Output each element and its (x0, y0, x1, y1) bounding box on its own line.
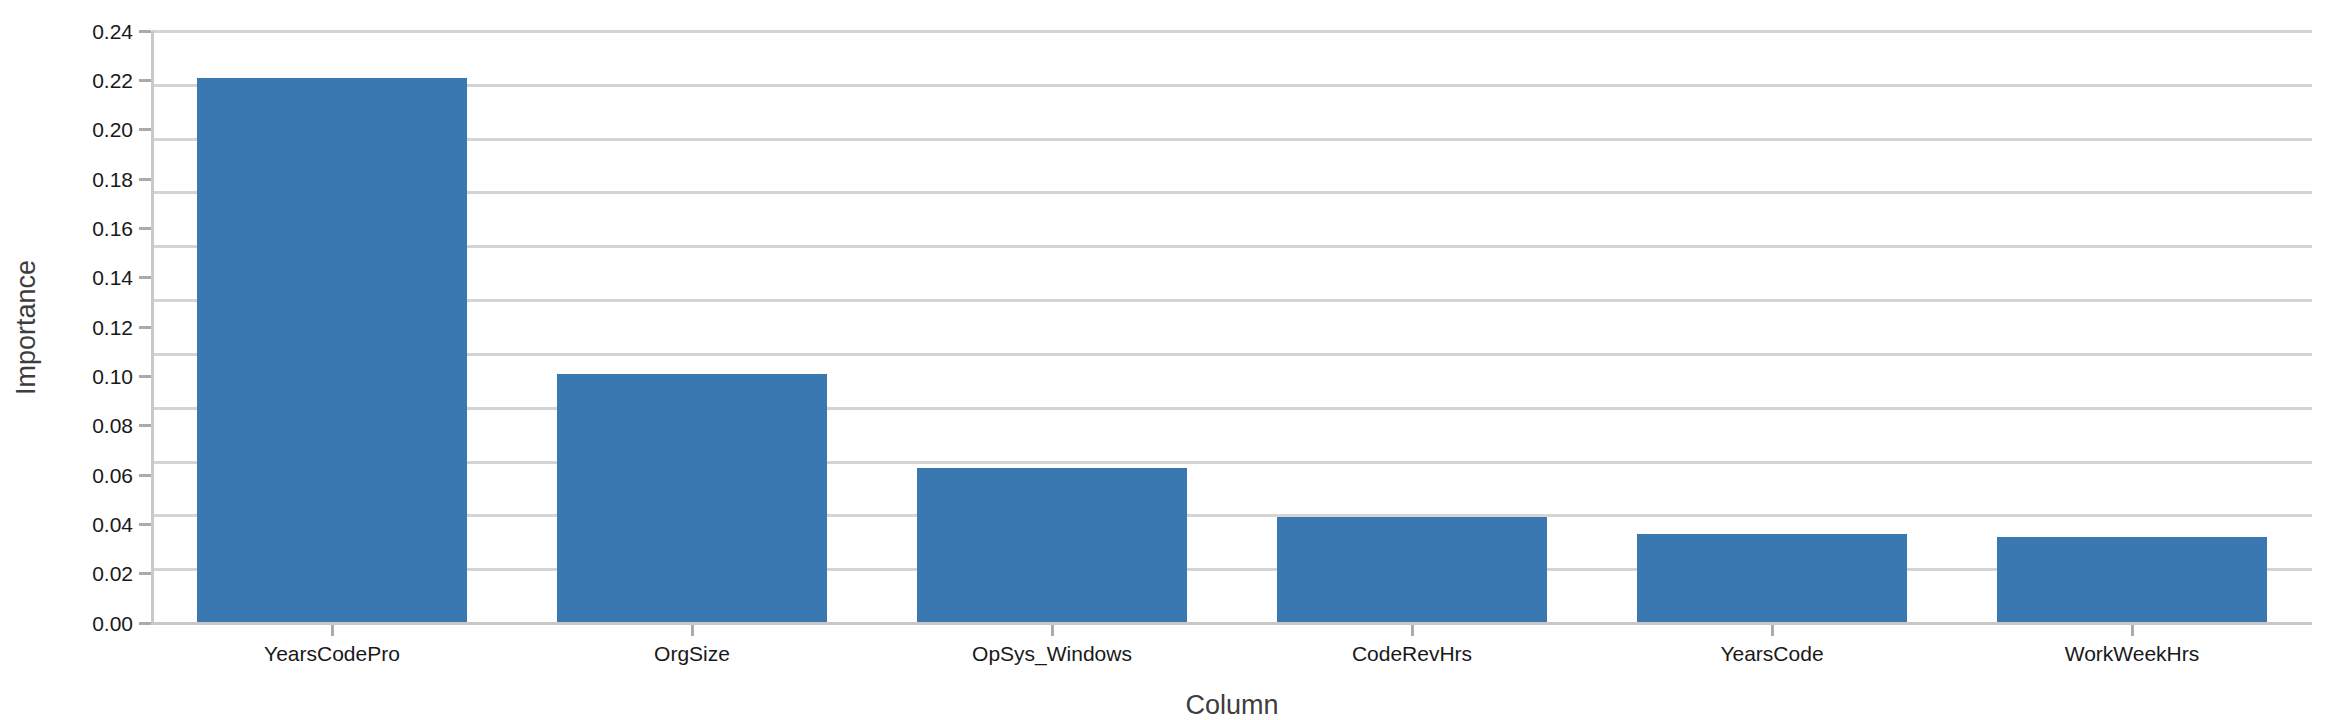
y-tick-label: 0.18 (43, 169, 133, 190)
gridline (152, 353, 2312, 356)
x-tick-mark (2131, 624, 2134, 636)
y-tick-mark (139, 30, 151, 33)
y-axis-title: Importance (13, 178, 40, 478)
y-tick-mark (139, 326, 151, 329)
y-tick-mark (139, 523, 151, 526)
gridline (152, 407, 2312, 410)
x-tick-label: OpSys_Windows (872, 643, 1232, 664)
gridline (152, 461, 2312, 464)
gridline (152, 514, 2312, 517)
y-tick-label: 0.22 (43, 70, 133, 91)
bar (1997, 537, 2267, 623)
bar (1637, 534, 1907, 623)
x-tick-mark (691, 624, 694, 636)
gridline (152, 299, 2312, 302)
y-tick-mark (139, 375, 151, 378)
y-tick-mark (139, 178, 151, 181)
y-tick-mark (139, 622, 151, 625)
gridline (152, 568, 2312, 571)
gridline (152, 138, 2312, 141)
y-tick-label: 0.16 (43, 218, 133, 239)
y-tick-mark (139, 79, 151, 82)
y-tick-mark (139, 128, 151, 131)
bar (917, 468, 1187, 623)
y-tick-mark (139, 424, 151, 427)
x-tick-mark (1411, 624, 1414, 636)
y-tick-label: 0.10 (43, 366, 133, 387)
x-tick-mark (1051, 624, 1054, 636)
x-axis-spine (151, 622, 2313, 625)
x-axis-title: Column (1052, 692, 1412, 719)
y-tick-label: 0.20 (43, 119, 133, 140)
x-tick-label: YearsCodePro (152, 643, 512, 664)
x-tick-mark (1771, 624, 1774, 636)
gridline (152, 245, 2312, 248)
y-axis-spine (151, 31, 154, 625)
gridline (152, 30, 2312, 33)
y-tick-label: 0.24 (43, 21, 133, 42)
y-tick-label: 0.04 (43, 514, 133, 535)
y-tick-label: 0.06 (43, 465, 133, 486)
bar (1277, 517, 1547, 623)
y-tick-mark (139, 227, 151, 230)
y-tick-label: 0.00 (43, 613, 133, 634)
y-tick-mark (139, 474, 151, 477)
y-tick-label: 0.14 (43, 267, 133, 288)
x-tick-mark (331, 624, 334, 636)
x-tick-label: OrgSize (512, 643, 872, 664)
bar-chart: Importance Column 0.00 0.02 0.04 0.06 0.08 0.… (0, 0, 2350, 720)
y-tick-label: 0.12 (43, 317, 133, 338)
x-tick-label: YearsCode (1592, 643, 1952, 664)
bar (557, 374, 827, 623)
gridline (152, 191, 2312, 194)
y-tick-label: 0.02 (43, 563, 133, 584)
gridline (152, 84, 2312, 87)
y-tick-mark (139, 276, 151, 279)
x-tick-label: CodeRevHrs (1232, 643, 1592, 664)
y-tick-mark (139, 572, 151, 575)
x-tick-label: WorkWeekHrs (1952, 643, 2312, 664)
y-tick-label: 0.08 (43, 415, 133, 436)
bar (197, 78, 467, 623)
